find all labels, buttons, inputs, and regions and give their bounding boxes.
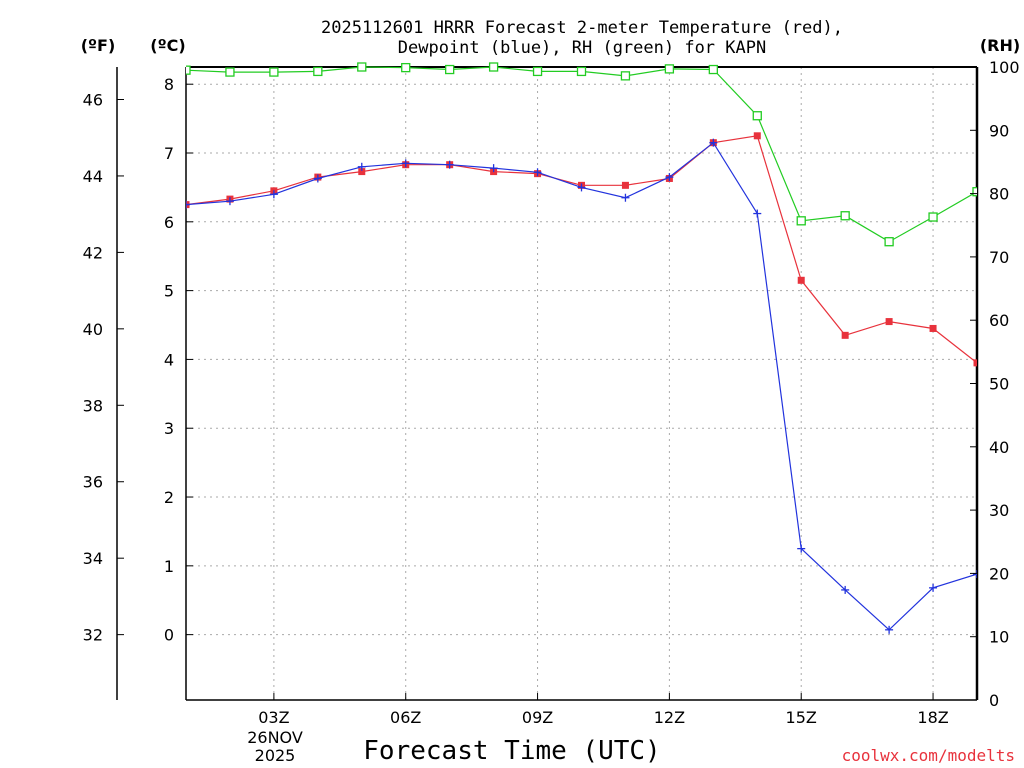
rh-point: [708, 64, 718, 75]
rh-point: [401, 62, 411, 73]
fahrenheit-tick-label: 36: [83, 473, 103, 492]
dewpoint-point: [489, 164, 498, 173]
dewpoint-point: [225, 197, 234, 206]
rh-tick-label: 30: [989, 501, 1009, 520]
rh-tick-label: 20: [989, 564, 1009, 583]
rh-point: [269, 67, 279, 77]
dewpoint-point: [533, 168, 542, 177]
x-tick-label: 09Z: [522, 708, 553, 727]
dewpoint-point: [269, 190, 278, 199]
rh-unit-label: (RH): [980, 36, 1020, 55]
rh-point: [884, 237, 894, 247]
temperature-point: [621, 181, 629, 189]
rh-point: [620, 71, 631, 81]
x-tick-label: 18Z: [917, 708, 948, 727]
rh-point: [186, 65, 191, 75]
temperature-point: [797, 276, 805, 284]
rh-line: [186, 66, 977, 243]
dewpoint-point: [929, 583, 938, 592]
temperature-point: [973, 359, 977, 367]
rh-point: [313, 66, 323, 77]
celsius-tick-label: 0: [164, 626, 174, 645]
rh-point: [357, 62, 367, 72]
celsius-tick-label: 8: [164, 75, 174, 94]
x-tick-label: 12Z: [654, 708, 685, 727]
grid: [186, 67, 977, 700]
temperature-point: [753, 132, 761, 140]
celsius-tick-label: 2: [164, 488, 174, 507]
rh-point: [928, 212, 938, 222]
rh-tick-label: 100: [989, 58, 1020, 77]
celsius-tick-label: 5: [164, 282, 174, 301]
date-day-label: 26NOV: [247, 728, 303, 747]
dewpoint-point: [973, 570, 977, 579]
rh-tick-label: 10: [989, 628, 1009, 647]
fahrenheit-tick-label: 34: [83, 549, 103, 568]
temperature-point: [358, 168, 366, 176]
celsius-tick-label: 3: [164, 419, 174, 438]
celsius-unit-label: (ºC): [150, 36, 185, 55]
date-year-label: 2025: [255, 746, 296, 765]
dewpoint-point: [797, 544, 806, 553]
rh-tick-label: 40: [989, 438, 1009, 457]
dewpoint-point: [885, 625, 894, 634]
temperature-point: [841, 331, 849, 339]
rh-point: [488, 62, 499, 72]
dewpoint-point: [841, 585, 850, 594]
fahrenheit-tick-label: 40: [83, 320, 103, 339]
rh-tick-label: 0: [989, 691, 999, 710]
rh-tick-label: 50: [989, 375, 1009, 394]
fahrenheit-tick-label: 42: [83, 243, 103, 262]
credit-link[interactable]: coolwx.com/modelts: [842, 746, 1015, 765]
chart-title-line2: Dewpoint (blue), RH (green) for KAPN: [398, 38, 766, 58]
celsius-tick-label: 4: [164, 350, 174, 369]
x-tick-label: 06Z: [390, 708, 421, 727]
dewpoint-line: [186, 141, 977, 631]
fahrenheit-tick-label: 32: [83, 626, 103, 645]
fahrenheit-tick-label: 46: [83, 90, 103, 109]
celsius-tick-label: 1: [164, 557, 174, 576]
rh-tick-label: 90: [989, 121, 1009, 140]
celsius-tick-label: 7: [164, 144, 174, 163]
fahrenheit-unit-label: (ºF): [81, 36, 116, 55]
x-axis-title: Forecast Time (UTC): [363, 736, 660, 766]
rh-tick-label: 60: [989, 311, 1009, 330]
dewpoint-point: [753, 209, 762, 218]
rh-point: [840, 211, 850, 221]
rh-point: [532, 66, 543, 77]
rh-point: [576, 66, 587, 77]
fahrenheit-tick-label: 44: [83, 167, 103, 186]
dewpoint-point: [186, 200, 190, 209]
rh-point: [664, 64, 675, 74]
fahrenheit-tick-label: 38: [83, 396, 103, 415]
rh-point: [445, 64, 455, 75]
x-tick-label: 03Z: [258, 708, 289, 727]
dewpoint-point: [621, 193, 630, 202]
dewpoint-point: [357, 162, 366, 171]
rh-tick-label: 80: [989, 185, 1009, 204]
rh-point: [972, 187, 977, 197]
rh-point: [752, 111, 762, 121]
x-tick-label: 15Z: [786, 708, 817, 727]
celsius-tick-label: 6: [164, 213, 174, 232]
rh-point: [225, 67, 235, 77]
temperature-point: [929, 324, 937, 332]
dewpoint-point: [445, 160, 454, 169]
dewpoint-point: [401, 159, 410, 168]
dewpoint-point: [313, 174, 322, 183]
temperature-point: [885, 318, 893, 326]
rh-tick-label: 70: [989, 248, 1009, 267]
chart-title-line1: 2025112601 HRRR Forecast 2-meter Tempera…: [321, 18, 843, 38]
dewpoint-point: [665, 173, 674, 182]
dewpoint-point: [577, 183, 586, 192]
dewpoint-point: [709, 138, 718, 147]
temperature-line: [186, 135, 977, 364]
rh-point: [796, 216, 806, 226]
